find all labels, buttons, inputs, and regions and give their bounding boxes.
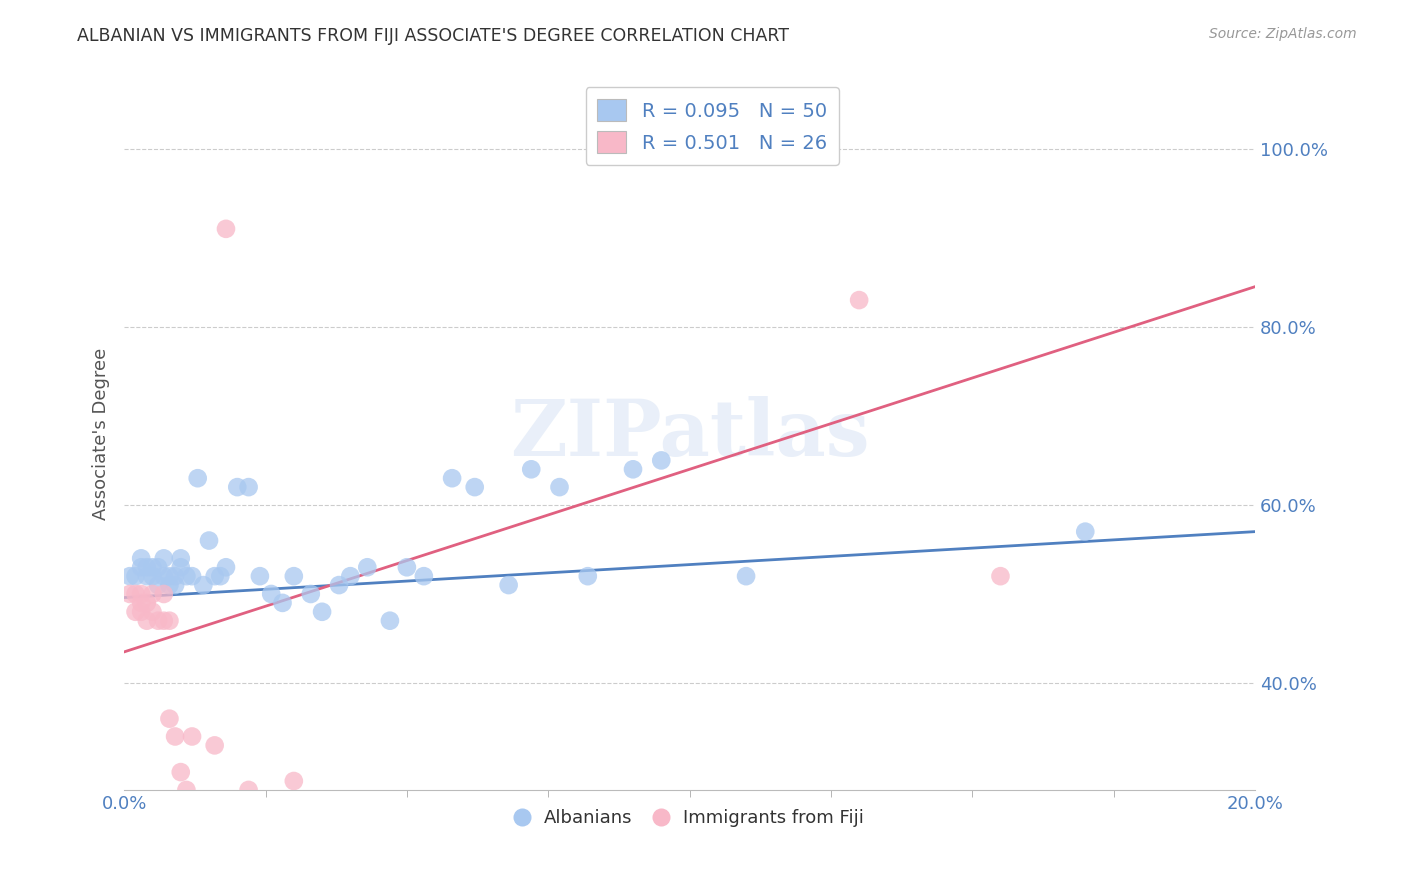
Point — [209, 569, 232, 583]
Point — [395, 560, 418, 574]
Point — [283, 569, 305, 583]
Point — [271, 596, 294, 610]
Point — [118, 587, 141, 601]
Point — [146, 578, 169, 592]
Point — [141, 569, 163, 583]
Point — [238, 480, 260, 494]
Point — [129, 605, 152, 619]
Point — [181, 569, 204, 583]
Point — [165, 569, 187, 583]
Point — [339, 569, 361, 583]
Point — [170, 560, 193, 574]
Point — [260, 587, 283, 601]
Point — [152, 587, 174, 601]
Point — [129, 596, 152, 610]
Point — [176, 783, 198, 797]
Point — [176, 569, 198, 583]
Point — [328, 578, 350, 592]
Point — [520, 462, 543, 476]
Point — [135, 596, 157, 610]
Point — [135, 569, 157, 583]
Point — [311, 605, 333, 619]
Point — [135, 614, 157, 628]
Point — [412, 569, 434, 583]
Point — [193, 578, 215, 592]
Point — [238, 783, 260, 797]
Point — [118, 569, 141, 583]
Point — [159, 569, 181, 583]
Legend: Albanians, Immigrants from Fiji: Albanians, Immigrants from Fiji — [508, 802, 872, 834]
Point — [299, 587, 322, 601]
Point — [215, 560, 238, 574]
Point — [204, 569, 226, 583]
Point — [193, 836, 215, 850]
Text: ZIPatlas: ZIPatlas — [510, 396, 869, 472]
Point — [159, 712, 181, 726]
Point — [576, 569, 599, 583]
Point — [378, 614, 401, 628]
Point — [170, 551, 193, 566]
Point — [152, 551, 174, 566]
Text: ALBANIAN VS IMMIGRANTS FROM FIJI ASSOCIATE'S DEGREE CORRELATION CHART: ALBANIAN VS IMMIGRANTS FROM FIJI ASSOCIA… — [77, 27, 789, 45]
Point — [181, 730, 204, 744]
Point — [129, 587, 152, 601]
Y-axis label: Associate's Degree: Associate's Degree — [93, 348, 110, 520]
Point — [135, 560, 157, 574]
Point — [129, 560, 152, 574]
Point — [735, 569, 758, 583]
Point — [498, 578, 520, 592]
Point — [152, 614, 174, 628]
Point — [129, 551, 152, 566]
Point — [441, 471, 464, 485]
Point — [621, 462, 644, 476]
Text: Source: ZipAtlas.com: Source: ZipAtlas.com — [1209, 27, 1357, 41]
Point — [204, 739, 226, 753]
Point — [124, 587, 146, 601]
Point — [548, 480, 571, 494]
Point — [146, 560, 169, 574]
Point — [187, 471, 209, 485]
Point — [226, 480, 249, 494]
Point — [990, 569, 1012, 583]
Point — [159, 614, 181, 628]
Point — [356, 560, 378, 574]
Point — [124, 569, 146, 583]
Point — [848, 293, 870, 307]
Point — [283, 774, 305, 789]
Point — [215, 222, 238, 236]
Point — [1074, 524, 1097, 539]
Point — [141, 605, 163, 619]
Point — [198, 533, 221, 548]
Point — [152, 569, 174, 583]
Point — [650, 453, 672, 467]
Point — [141, 587, 163, 601]
Point — [249, 569, 271, 583]
Point — [165, 730, 187, 744]
Point — [159, 578, 181, 592]
Point — [464, 480, 486, 494]
Point — [141, 560, 163, 574]
Point — [165, 578, 187, 592]
Point — [170, 765, 193, 780]
Point — [124, 605, 146, 619]
Point — [146, 614, 169, 628]
